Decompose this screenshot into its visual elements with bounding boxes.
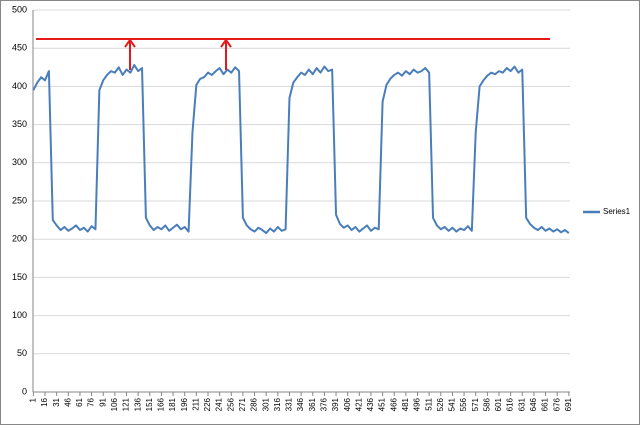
- y-tick-label: 200: [12, 234, 27, 244]
- x-tick-label: 196: [180, 397, 189, 411]
- x-tick-label: 436: [366, 397, 375, 411]
- arrow-head: [220, 38, 232, 48]
- plot: [32, 64, 570, 235]
- x-tick-label: 406: [343, 397, 352, 411]
- x-tick-label: 391: [331, 397, 340, 411]
- legend-label: Series1: [603, 207, 631, 216]
- x-tick-label: 586: [482, 397, 491, 411]
- y-tick-label: 0: [22, 386, 27, 396]
- y-tick-label: 500: [12, 4, 27, 14]
- x-tick-label: 136: [133, 397, 142, 411]
- x-tick-label: 361: [308, 397, 317, 411]
- x-tick-label: 646: [529, 397, 538, 411]
- x-tick-label: 541: [448, 397, 457, 411]
- arrows: [124, 38, 232, 70]
- x-tick-label: 256: [226, 397, 235, 411]
- x-tick-label: 676: [552, 397, 561, 411]
- y-tick-label: 350: [12, 119, 27, 129]
- x-tick-label: 121: [122, 397, 131, 411]
- y-tick-label: 300: [12, 157, 27, 167]
- y-tick-label: 150: [12, 272, 27, 282]
- x-tick-label: 556: [459, 397, 468, 411]
- x-tick-label: 601: [494, 397, 503, 411]
- x-tick-label: 661: [541, 397, 550, 411]
- x-tick-label: 16: [40, 397, 49, 406]
- x-tick-label: 46: [63, 397, 72, 406]
- x-tick-label: 31: [52, 397, 61, 406]
- x-tick-label: 241: [215, 397, 224, 411]
- x-tick-label: 91: [98, 397, 107, 406]
- x-tick-label: 616: [506, 397, 515, 411]
- x-tick-label: 691: [564, 397, 573, 411]
- x-tick-label: 481: [401, 397, 410, 411]
- x-tick-label: 466: [389, 397, 398, 411]
- x-tick-label: 511: [424, 397, 433, 410]
- x-tick-label: 151: [145, 397, 154, 411]
- x-tick-label: 346: [296, 397, 305, 411]
- x-tick-label: 331: [285, 397, 294, 411]
- y-tick-label: 100: [12, 310, 27, 320]
- series-line: [32, 64, 570, 235]
- x-tick-label: 451: [378, 397, 387, 411]
- x-tick-label: 376: [320, 397, 329, 411]
- x-tick-label: 106: [110, 397, 119, 411]
- x-tick-label: 211: [191, 397, 200, 410]
- x-tick-label: 496: [413, 397, 422, 411]
- x-tick-label: 631: [517, 397, 526, 411]
- x-tick-label: 61: [75, 397, 84, 406]
- y-tick-label: 250: [12, 195, 27, 205]
- x-tick-label: 181: [168, 397, 177, 411]
- x-tick-label: 286: [250, 397, 259, 411]
- x-tick-label: 316: [273, 397, 282, 411]
- x-tick-label: 301: [261, 397, 270, 411]
- arrow-head: [124, 38, 136, 48]
- x-tick-label: 526: [436, 397, 445, 411]
- y-tick-label: 450: [12, 43, 27, 53]
- x-tick-label: 571: [471, 397, 480, 411]
- y-tick-label: 50: [17, 348, 27, 358]
- x-tick-label: 271: [238, 397, 247, 411]
- y-tick-label: 400: [12, 81, 27, 91]
- x-tick-label: 76: [87, 397, 96, 406]
- x-tick-label: 421: [354, 397, 363, 411]
- x-tick-label: 1: [28, 397, 37, 402]
- x-tick-label: 226: [203, 397, 212, 411]
- x-tick-label: 166: [157, 397, 166, 411]
